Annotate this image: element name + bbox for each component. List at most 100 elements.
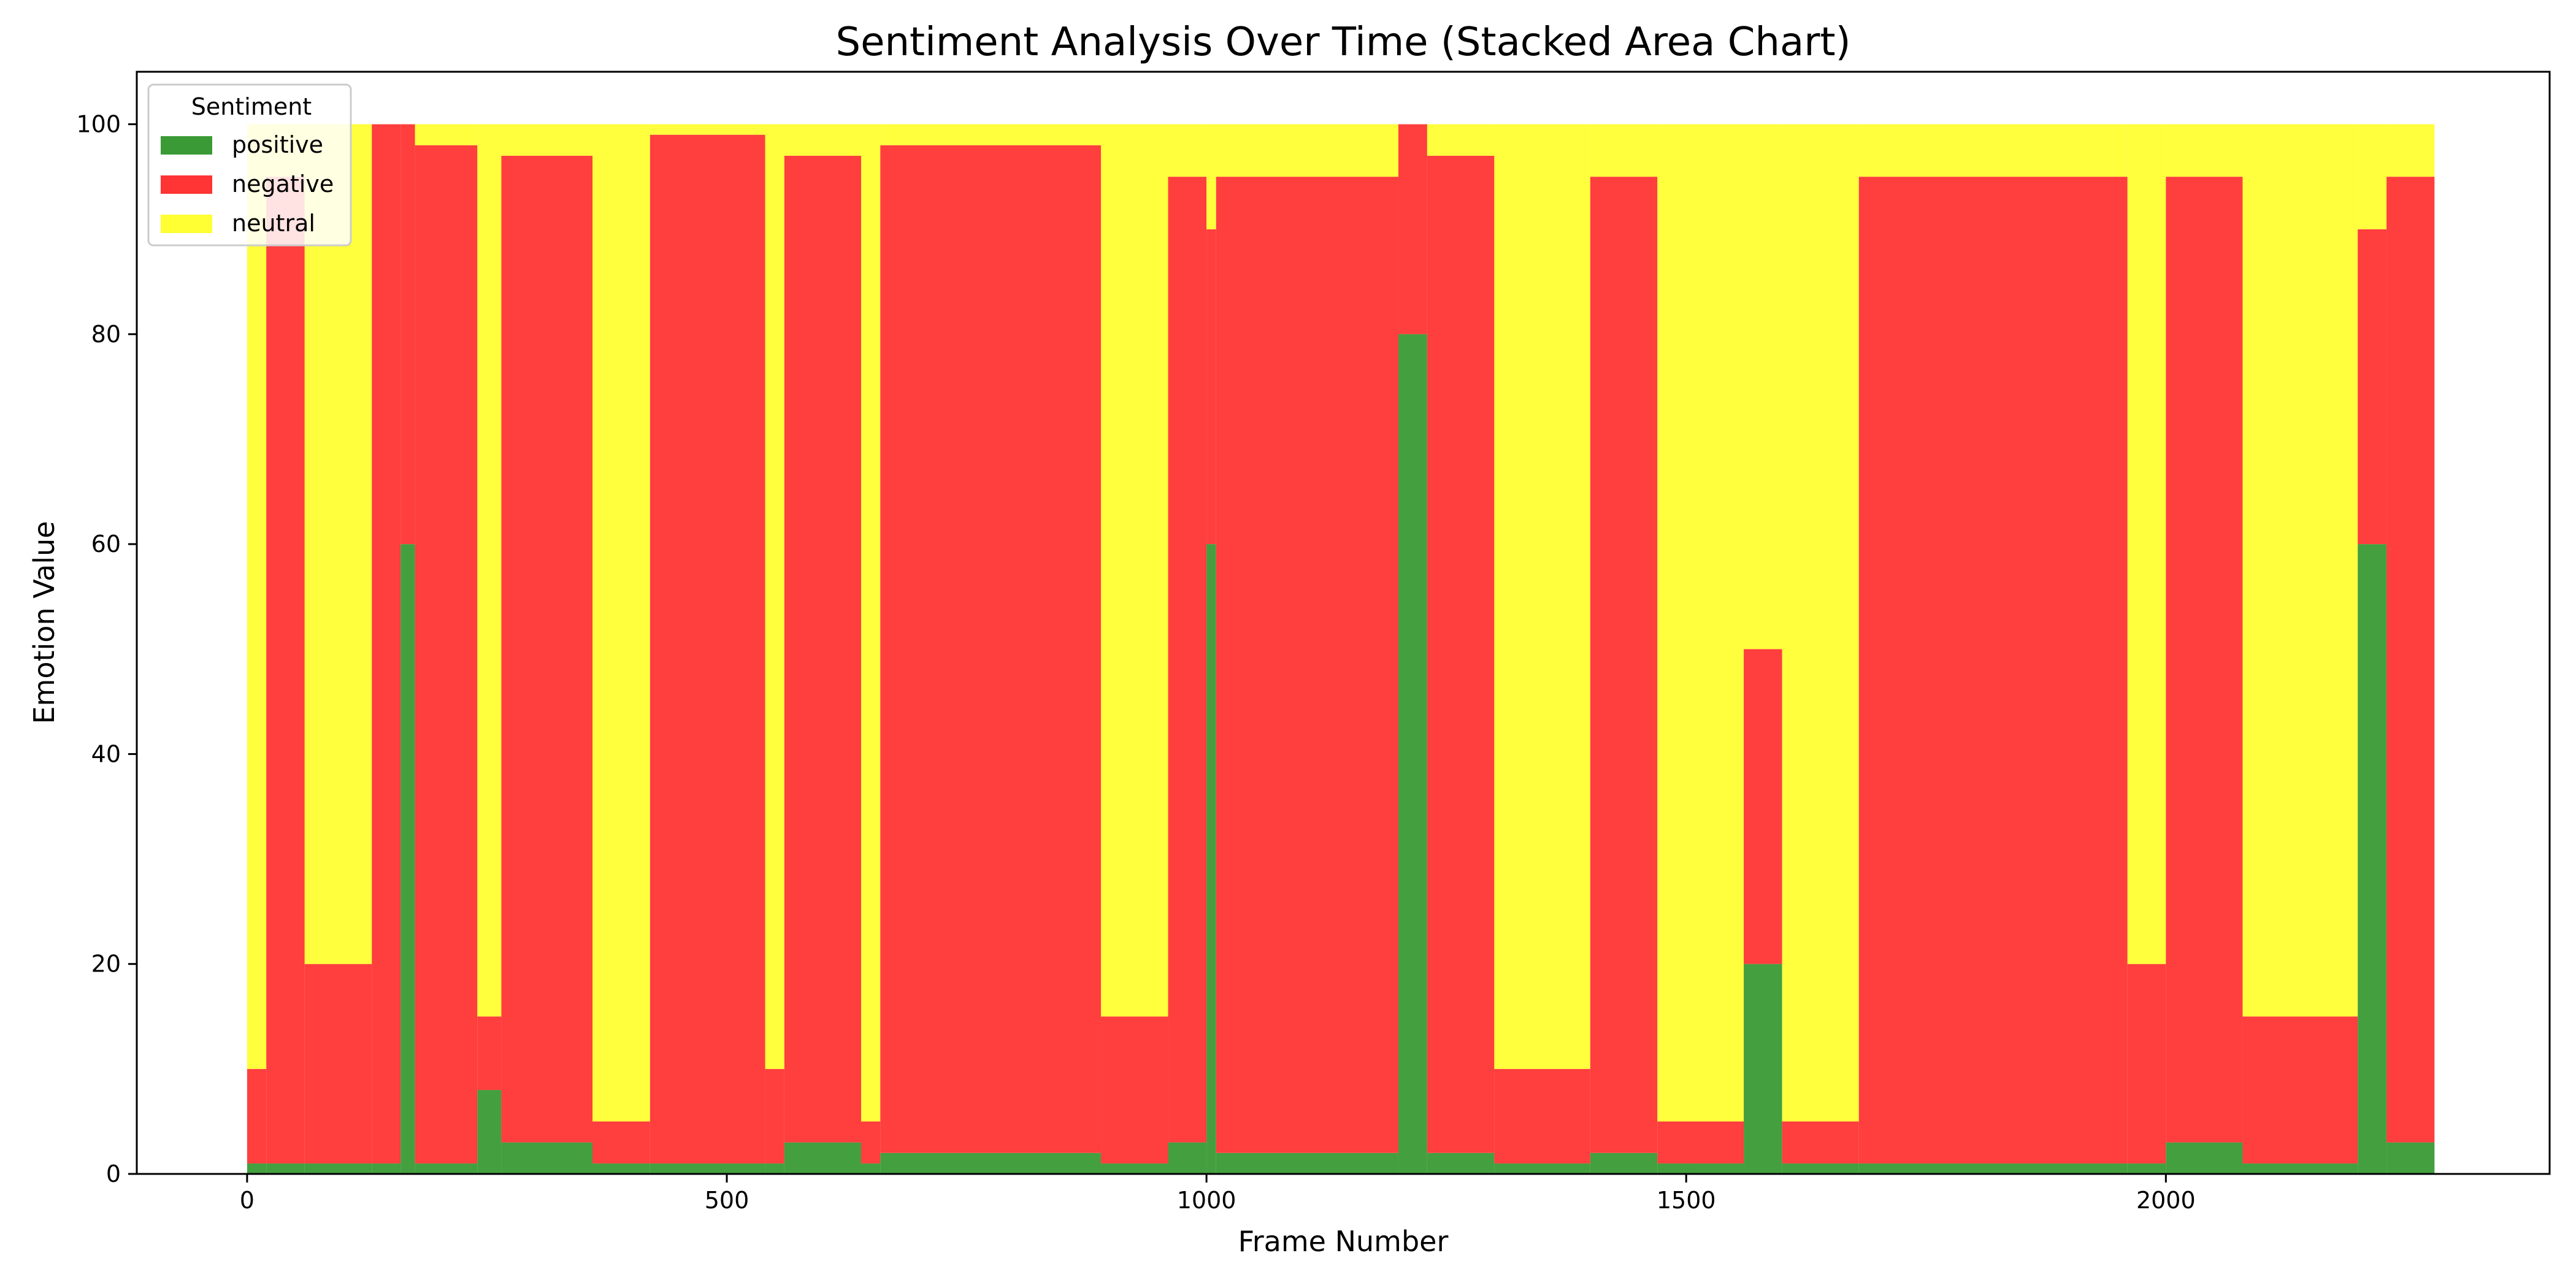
area-segment-positive-13 [880,1152,1102,1174]
legend-box [147,83,352,247]
area-segment-negative-23 [1744,649,1782,964]
area-segment-positive-9 [650,1163,765,1174]
area-segment-positive-21 [1590,1152,1658,1174]
area-segment-negative-13 [880,145,1102,1153]
x-tick-label-500: 500 [705,1187,749,1214]
area-segment-neutral-9 [650,124,765,135]
area-segment-positive-6 [477,1090,502,1174]
area-segment-positive-17 [1216,1152,1398,1174]
area-segment-negative-11 [784,155,861,1143]
area-segment-neutral-8 [592,124,650,1122]
area-segment-negative-5 [415,145,478,1163]
area-segment-negative-4 [401,124,415,545]
area-segment-neutral-24 [1782,124,1859,1122]
y-tick-label-40: 40 [91,740,121,767]
area-segment-positive-15 [1168,1142,1207,1174]
y-axis-ticks: 0 20 40 60 80 100 [76,111,137,1187]
legend-title: Sentiment [191,93,312,120]
area-segment-positive-28 [2242,1163,2358,1174]
plot-frame [136,71,2551,1175]
area-segment-neutral-19 [1427,124,1495,156]
area-segment-positive-20 [1494,1163,1590,1174]
x-tick-label-1000: 1000 [1177,1187,1236,1214]
area-segment-negative-0 [247,1068,267,1163]
area-segment-negative-18 [1398,124,1427,334]
area-segment-negative-7 [501,155,593,1143]
area-segment-positive-18 [1398,334,1427,1174]
area-segment-neutral-11 [784,124,861,156]
area-segment-neutral-15 [1168,124,1207,177]
area-segment-negative-29 [2358,229,2387,545]
area-segment-negative-3 [372,124,401,1163]
area-segment-neutral-22 [1657,124,1744,1122]
legend-swatch-positive [161,136,212,155]
area-segment-negative-21 [1590,177,1658,1153]
area-segment-neutral-30 [2386,124,2435,177]
area-segment-neutral-27 [2166,124,2243,177]
area-segment-negative-12 [861,1121,881,1163]
area-segment-negative-22 [1657,1121,1744,1163]
area-segment-neutral-10 [765,124,784,1069]
area-segment-neutral-5 [415,124,478,145]
area-segment-neutral-20 [1494,124,1590,1069]
area-segment-neutral-25 [1858,124,2128,177]
legend-swatch-neutral [161,215,212,233]
area-segment-positive-23 [1744,964,1782,1174]
area-segment-positive-0 [247,1163,267,1174]
area-segment-negative-17 [1216,177,1398,1153]
area-segment-negative-16 [1206,229,1216,545]
area-segment-positive-29 [2358,544,2387,1175]
legend-swatch-negative [161,175,212,194]
area-segment-positive-10 [765,1163,784,1174]
legend: Sentiment positive negative neutral [147,83,352,247]
area-segment-neutral-21 [1590,124,1658,177]
area-segment-negative-25 [1858,177,2128,1163]
area-segment-negative-19 [1427,155,1495,1153]
area-segment-positive-2 [304,1163,372,1174]
area-segment-negative-9 [650,134,765,1163]
area-segment-neutral-13 [880,124,1102,145]
area-segment-neutral-14 [1101,124,1168,1017]
area-segment-negative-8 [592,1121,650,1163]
area-layer [247,124,2435,1175]
area-segment-positive-27 [2166,1142,2243,1174]
legend-label-negative: negative [232,171,334,197]
area-segment-neutral-26 [2127,124,2166,964]
area-segment-positive-8 [592,1163,650,1174]
y-tick-label-100: 100 [76,111,121,138]
area-segment-positive-24 [1782,1163,1859,1174]
x-tick-label-0: 0 [240,1187,255,1214]
area-segment-positive-7 [501,1142,593,1174]
area-segment-negative-30 [2386,177,2435,1143]
area-segment-negative-2 [304,964,372,1163]
x-axis-title: Frame Number [1238,1225,1449,1258]
area-segment-positive-14 [1101,1163,1168,1174]
y-tick-label-0: 0 [106,1160,121,1187]
x-tick-label-1500: 1500 [1657,1187,1716,1214]
area-segment-negative-1 [266,177,305,1163]
area-segment-neutral-16 [1206,124,1216,229]
area-segment-negative-24 [1782,1121,1859,1163]
area-segment-positive-22 [1657,1163,1744,1174]
area-segment-neutral-12 [861,124,881,1122]
area-segment-neutral-17 [1216,124,1398,177]
area-segment-positive-26 [2127,1163,2166,1174]
area-segment-positive-30 [2386,1142,2435,1174]
x-axis-ticks: 0 500 1000 1500 2000 [240,1174,2196,1214]
x-tick-label-2000: 2000 [2136,1187,2196,1214]
area-segment-positive-11 [784,1142,861,1174]
legend-label-neutral: neutral [232,210,315,237]
area-segment-negative-6 [477,1016,502,1091]
area-segment-neutral-28 [2242,124,2358,1017]
y-tick-label-20: 20 [91,951,121,978]
area-segment-positive-25 [1858,1163,2128,1174]
y-tick-label-80: 80 [91,321,121,348]
area-segment-neutral-2 [304,124,372,964]
area-segment-neutral-23 [1744,124,1782,650]
area-segment-negative-20 [1494,1068,1590,1163]
area-segment-positive-19 [1427,1152,1495,1174]
area-segment-negative-28 [2242,1016,2358,1163]
area-segment-positive-12 [861,1163,881,1174]
area-segment-negative-27 [2166,177,2243,1143]
